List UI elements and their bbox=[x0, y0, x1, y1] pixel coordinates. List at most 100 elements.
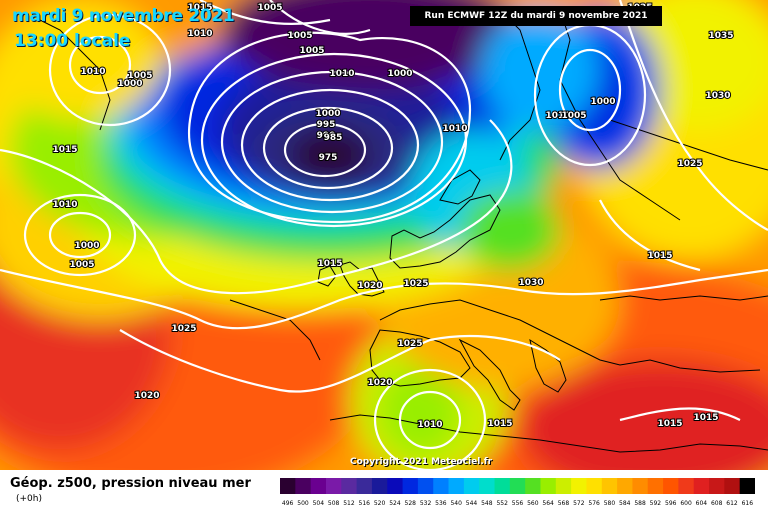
scale-swatch bbox=[739, 478, 755, 494]
scale-label: 560 bbox=[527, 500, 539, 507]
scale-swatch bbox=[341, 478, 358, 494]
isobar-label: 975 bbox=[319, 153, 338, 163]
scale-label: 576 bbox=[588, 500, 600, 507]
isobar-label: 1010 bbox=[442, 124, 467, 134]
isobar-label: 1025 bbox=[403, 279, 428, 289]
scale-label: 520 bbox=[374, 500, 386, 507]
isobar-label: 1000 bbox=[590, 97, 615, 107]
scale-label: 568 bbox=[558, 500, 570, 507]
scale-label: 536 bbox=[435, 500, 447, 507]
scale-swatch bbox=[295, 478, 312, 494]
scale-label: 524 bbox=[389, 500, 401, 507]
scale-label: 508 bbox=[328, 500, 340, 507]
geopotential-field bbox=[0, 0, 768, 470]
isobar-label: 1010 bbox=[52, 200, 77, 210]
scale-label: 496 bbox=[282, 500, 294, 507]
legend-subtitle: (+0h) bbox=[16, 494, 42, 504]
scale-label: 528 bbox=[405, 500, 417, 507]
scale-swatch bbox=[479, 478, 495, 494]
scale-label: 604 bbox=[696, 500, 708, 507]
isobar-label: 1020 bbox=[134, 391, 159, 401]
model-run-label: Run ECMWF 12Z du mardi 9 novembre 2021 bbox=[410, 6, 662, 26]
coastlines bbox=[39, 9, 768, 453]
scale-label: 532 bbox=[420, 500, 432, 507]
scale-swatch bbox=[540, 478, 557, 494]
scale-label: 548 bbox=[481, 500, 493, 507]
scale-swatch bbox=[663, 478, 679, 494]
isobar-label: 1010 bbox=[187, 29, 212, 39]
scale-swatch bbox=[325, 478, 342, 494]
scale-swatch bbox=[417, 478, 434, 494]
weather-map: 1010 1015 1005 1005 1015 1005 1010 1000 … bbox=[0, 0, 768, 470]
isobar-label: 1015 bbox=[693, 413, 718, 423]
scale-swatch bbox=[709, 478, 725, 494]
scale-swatch bbox=[601, 478, 618, 494]
isobar-label: 1035 bbox=[708, 31, 733, 41]
scale-label: 584 bbox=[619, 500, 631, 507]
scale-label: 512 bbox=[343, 500, 355, 507]
scale-swatch bbox=[463, 478, 480, 494]
isobar-label: 1010 bbox=[329, 69, 354, 79]
isobar-label: 1010 bbox=[545, 111, 570, 121]
isobar-label: 1020 bbox=[367, 378, 392, 388]
isobar-label: 1025 bbox=[397, 339, 422, 349]
scale-swatch bbox=[617, 478, 633, 494]
scale-swatch bbox=[356, 478, 373, 494]
scale-swatch bbox=[555, 478, 572, 494]
legend-panel: Géop. z500, pression niveau mer (+0h) 49… bbox=[0, 470, 768, 512]
isobar-label: 1005 bbox=[257, 3, 282, 13]
scale-swatch bbox=[509, 478, 526, 494]
isobar-label: 1015 bbox=[187, 3, 212, 13]
scale-label: 612 bbox=[726, 500, 738, 507]
scale-swatch bbox=[448, 478, 465, 494]
isobar-label: 1010 bbox=[80, 67, 105, 77]
isobar-label: 1015 bbox=[657, 419, 682, 429]
isobars bbox=[0, 0, 768, 470]
isobar-label: 1015 bbox=[647, 251, 672, 261]
scale-label: 596 bbox=[665, 500, 677, 507]
scale-label: 516 bbox=[359, 500, 371, 507]
isobar-label: 1000 bbox=[387, 69, 412, 79]
isobar-label: 1000 bbox=[315, 109, 340, 119]
scale-swatch bbox=[371, 478, 388, 494]
isobar-label: 1020 bbox=[357, 281, 382, 291]
isobar-label: 1005 bbox=[127, 71, 152, 81]
scale-label: 500 bbox=[297, 500, 309, 507]
scale-label: 556 bbox=[512, 500, 524, 507]
isobar-label: 1005 bbox=[287, 31, 312, 41]
scale-swatch bbox=[586, 478, 603, 494]
isobar-label: 1025 bbox=[677, 159, 702, 169]
isobar-label: 1015 bbox=[487, 419, 512, 429]
scale-label: 564 bbox=[542, 500, 554, 507]
isobar-label: 1015 bbox=[52, 145, 77, 155]
scale-swatch bbox=[647, 478, 664, 494]
scale-swatch bbox=[387, 478, 403, 494]
isobar-label: 1000 bbox=[117, 79, 142, 89]
isobar-label: 1000 bbox=[74, 241, 99, 251]
forecast-time: 13:00 locale bbox=[14, 31, 131, 51]
isobar-label: 990 bbox=[317, 131, 336, 141]
scale-label: 544 bbox=[466, 500, 478, 507]
scale-label: 600 bbox=[680, 500, 692, 507]
scale-swatch bbox=[724, 478, 741, 494]
scale-label: 608 bbox=[711, 500, 723, 507]
isobar-label: 1010 bbox=[417, 420, 442, 430]
scale-swatch bbox=[433, 478, 449, 494]
scale-swatch bbox=[693, 478, 710, 494]
isobar-label: 1030 bbox=[518, 278, 543, 288]
isobar-label: 1030 bbox=[705, 91, 730, 101]
legend-title: Géop. z500, pression niveau mer bbox=[10, 476, 251, 491]
scale-swatch bbox=[402, 478, 419, 494]
scale-label: 540 bbox=[450, 500, 462, 507]
isobar-label: 1015 bbox=[317, 259, 342, 269]
isobar-labels: 1010 1015 1005 1005 1015 1005 1010 1000 … bbox=[51, 2, 734, 431]
isobar-label: 985 bbox=[324, 133, 343, 143]
isobar-label: 1005 bbox=[69, 260, 94, 270]
scale-swatch bbox=[525, 478, 541, 494]
scale-label: 552 bbox=[496, 500, 508, 507]
scale-label: 572 bbox=[573, 500, 585, 507]
scale-label: 592 bbox=[650, 500, 662, 507]
forecast-date: mardi 9 novembre 2021 bbox=[12, 6, 235, 26]
scale-swatch bbox=[678, 478, 695, 494]
